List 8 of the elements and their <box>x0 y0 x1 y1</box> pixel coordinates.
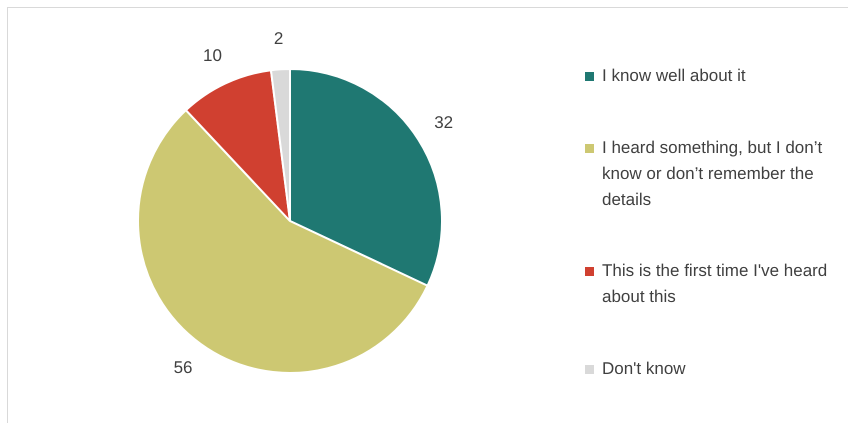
legend-label: This is the first time I've heard about this <box>602 260 828 308</box>
data-label: 2 <box>274 29 284 48</box>
data-label: 32 <box>434 113 454 132</box>
legend-label: I know well about it <box>602 64 746 87</box>
data-label: 10 <box>203 46 222 66</box>
legend-label: Don't know <box>602 358 686 380</box>
data-label: 56 <box>174 358 192 377</box>
legend-label: I heard something, but I don’t know or don’t remember the details <box>602 136 824 211</box>
